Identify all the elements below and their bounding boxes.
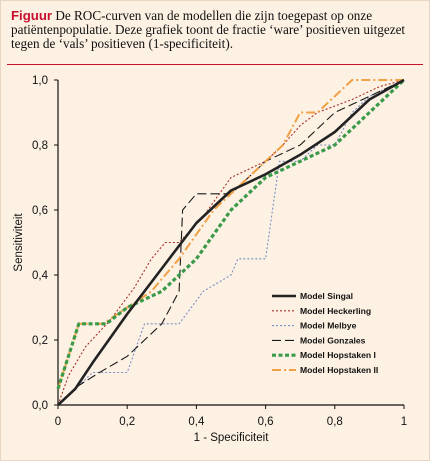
x-tick-label: 1	[401, 416, 407, 428]
x-tick-label: 0	[55, 416, 61, 428]
caption-rule	[7, 64, 423, 65]
series-line-model-hopstaken-ii	[57, 79, 404, 390]
caption-label: Figuur	[11, 8, 53, 23]
legend: Model Singal Model Heckerling Model Melbye…	[272, 291, 378, 375]
axes: 0 0,2 0,4 0,6 0,8 1 0,0 0,2 0,4 0,6 0,8 1,0	[32, 75, 407, 428]
x-tick-label: 0,4	[188, 416, 205, 428]
legend-label: Model Heckerling	[300, 306, 371, 316]
y-axis-label: Sensitiviteit	[13, 213, 25, 272]
y-tick-label: 0,2	[32, 335, 48, 347]
series-line-model-hopstaken-i	[56, 78, 406, 390]
legend-label: Model Gonzales	[300, 335, 366, 345]
legend-label: Model Hopstaken II	[300, 365, 378, 375]
series-line-model-gonzales	[57, 79, 405, 406]
y-tick-label: 0,0	[32, 400, 48, 412]
x-tick-label: 0,8	[327, 416, 343, 428]
legend-label: Model Melbye	[300, 321, 357, 331]
legend-label: Model Singal	[300, 291, 353, 301]
y-tick-label: 1,0	[32, 75, 48, 87]
series-line-model-singal	[57, 78, 405, 406]
caption-text: De ROC-curven van de modellen die zijn t…	[11, 8, 406, 51]
x-tick-label: 0,6	[258, 416, 274, 428]
x-tick-label: 0,2	[119, 416, 135, 428]
legend-label: Model Hopstaken I	[300, 350, 376, 360]
figure-caption: Figuur De ROC-curven van de modellen die…	[11, 9, 419, 51]
y-tick-label: 0,6	[32, 205, 48, 217]
y-tick-label: 0,8	[32, 140, 48, 152]
series-lines	[56, 78, 406, 406]
x-axis-label: 1 - Specificiteit	[194, 432, 270, 444]
y-tick-label: 0,4	[32, 270, 49, 282]
